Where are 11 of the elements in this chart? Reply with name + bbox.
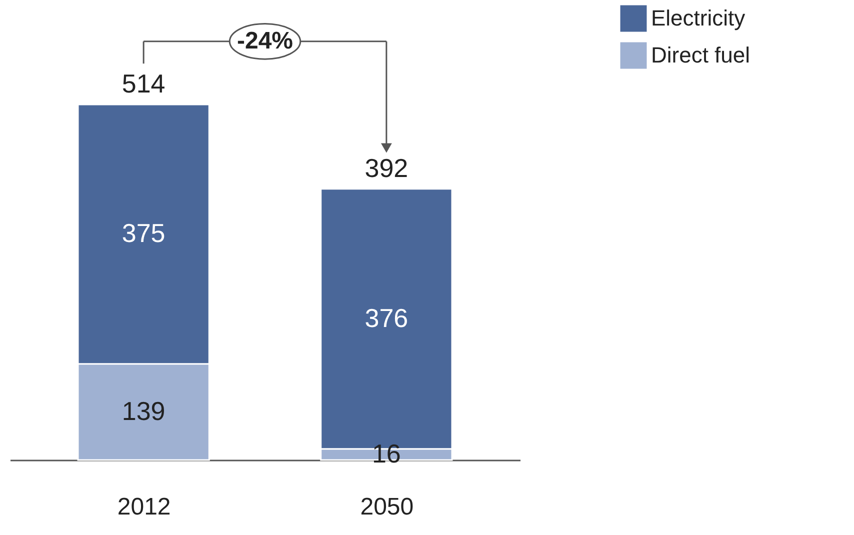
total-label: 392: [364, 152, 408, 183]
x-tick-label: 2012: [117, 494, 171, 520]
legend-label: Direct fuel: [651, 42, 750, 68]
text: -24%: [236, 27, 294, 54]
data-label: 375: [122, 218, 166, 248]
total-label: 514: [122, 68, 166, 99]
data-label: 139: [122, 396, 166, 426]
data-label: 16: [372, 438, 401, 468]
legend-label: Electricity: [651, 6, 746, 30]
data-label: 376: [364, 302, 408, 333]
x-tick-label: 2050: [360, 494, 414, 520]
